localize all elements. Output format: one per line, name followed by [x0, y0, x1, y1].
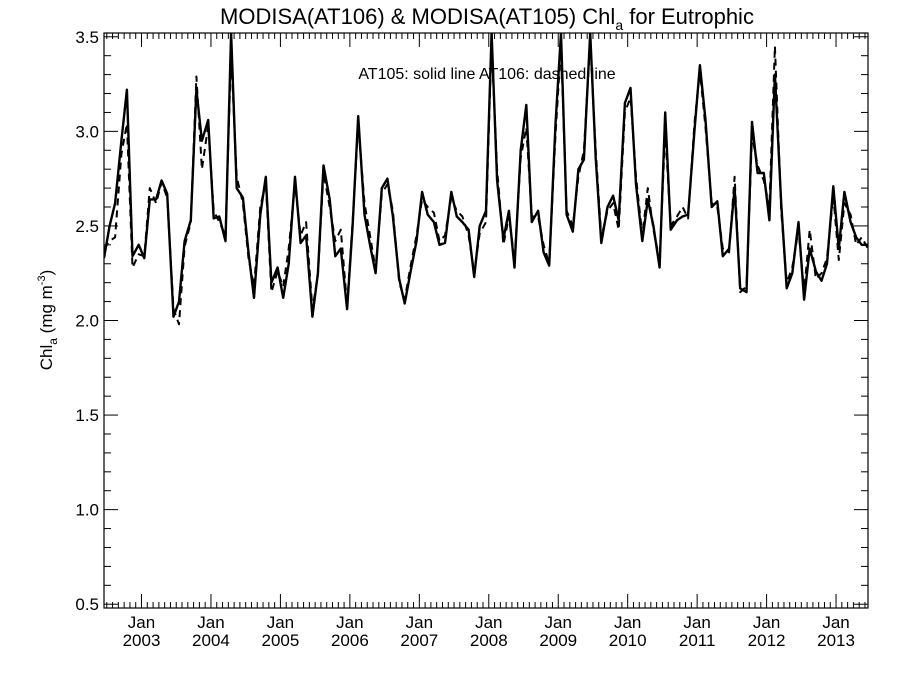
x-tick-year-label: 2004: [192, 631, 230, 650]
x-tick-year-label: 2013: [817, 631, 855, 650]
series-line-at106: [104, 39, 868, 326]
x-tick-month-label: Jan: [406, 613, 433, 632]
x-tick-month-label: Jan: [545, 613, 572, 632]
y-axis-label: Chla (mg m-3): [36, 270, 60, 371]
x-tick-year-label: 2009: [539, 631, 577, 650]
plot-frame: [103, 32, 869, 609]
x-tick-year-label: 2007: [400, 631, 438, 650]
x-tick-year-label: 2008: [470, 631, 508, 650]
y-tick-label: 2.0: [75, 312, 99, 331]
x-tick-year-label: 2011: [679, 631, 716, 650]
y-tick-label: 1.5: [75, 406, 99, 425]
legend-annotation: AT105: solid line AT106: dashed line: [358, 66, 615, 83]
x-tick-month-label: Jan: [822, 613, 849, 632]
y-tick-label: 3.0: [75, 122, 99, 141]
x-tick-month-label: Jan: [753, 613, 780, 632]
y-tick-label: 0.5: [75, 595, 99, 614]
x-tick-month-label: Jan: [336, 613, 363, 632]
y-tick-label: 1.0: [75, 501, 99, 520]
x-tick-month-label: Jan: [475, 613, 502, 632]
x-tick-year-label: 2010: [609, 631, 647, 650]
x-tick-year-label: 2006: [331, 631, 369, 650]
x-tick-month-label: Jan: [128, 613, 155, 632]
y-axis: 0.5 1.0 1.5 2.0 2.5 3.0 3.5: [75, 28, 868, 614]
x-axis: Jan2003Jan2004Jan2005Jan2006Jan2007Jan20…: [106, 33, 866, 650]
x-tick-month-label: Jan: [614, 613, 641, 632]
chart-title: MODISA(AT106) & MODISA(AT105) Chla for E…: [220, 4, 754, 33]
x-tick-month-label: Jan: [683, 613, 710, 632]
x-tick-year-label: 2003: [123, 631, 161, 650]
y-tick-label: 3.5: [75, 28, 99, 47]
x-tick-month-label: Jan: [267, 613, 294, 632]
x-tick-year-label: 2012: [748, 631, 786, 650]
y-tick-label: 2.5: [75, 217, 99, 236]
x-tick-month-label: Jan: [197, 613, 224, 632]
series-layer: [104, 33, 868, 326]
x-tick-year-label: 2005: [262, 631, 300, 650]
